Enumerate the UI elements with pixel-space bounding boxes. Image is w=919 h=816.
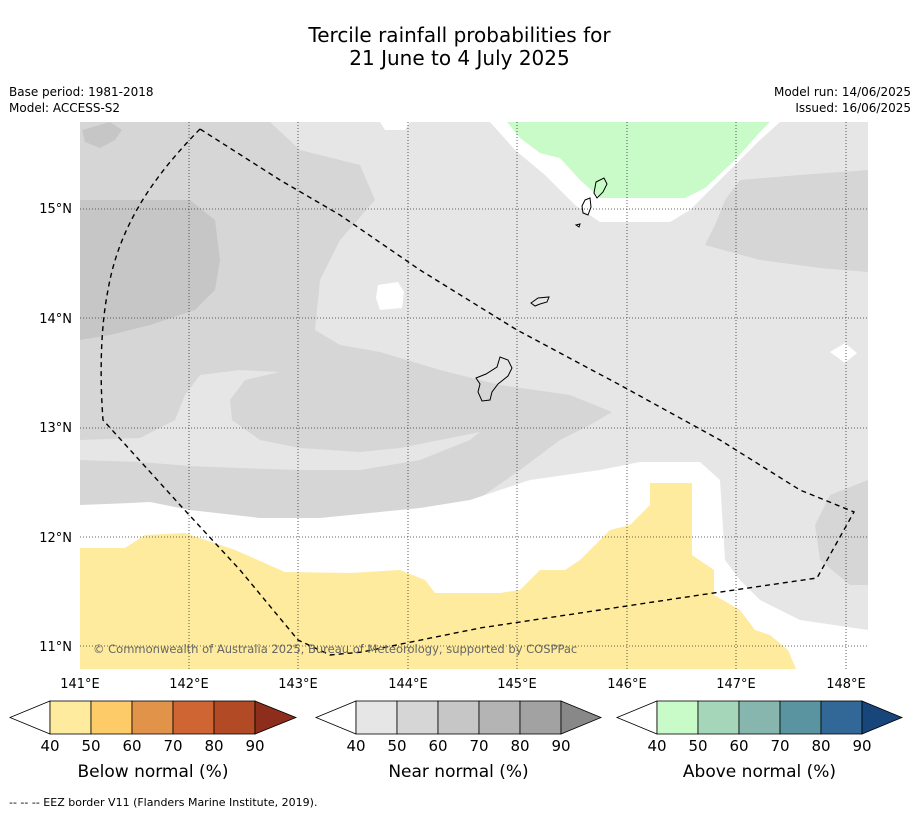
lat-label-14: 14°N [39,312,72,327]
near-legend-tick-label: 60 [428,737,447,755]
legend-below-normal: 40 50 60 70 80 90 Below normal (%) [8,700,298,782]
island-guam [475,356,513,402]
lon-label-144: 144°E [388,677,428,692]
no-dominant-spot-1 [376,282,404,310]
below-legend-tick-label: 60 [122,737,141,755]
above-legend-tick-label: 50 [688,737,707,755]
map-figure: © Commonwealth of Australia 2025, Bureau… [39,122,868,692]
below-legend-tick-label: 50 [81,737,100,755]
near-legend-tick-label: 90 [551,737,570,755]
latitude-labels: 15°N 14°N 13°N 12°N 11°N [39,202,72,655]
map-title-line1: Tercile rainfall probabilities for [308,23,611,47]
near-legend-swatch [355,700,398,735]
above-legend-over-triangle [861,700,904,735]
above-legend-swatch [738,700,781,735]
lat-label-11: 11°N [39,640,72,655]
lat-label-13: 13°N [39,421,72,436]
above-normal-40-north [507,122,770,198]
lon-label-148: 148°E [826,677,866,692]
below-normal-40-south [80,483,796,669]
below-legend-tick-label: 40 [40,737,59,755]
island-aguijan [574,223,581,228]
above-legend-tick-label: 70 [770,737,789,755]
below-legend-tick-label: 90 [245,737,264,755]
below-legend-swatch [172,700,215,735]
below-legend-over-triangle [254,700,298,735]
near-normal-40-patch [80,370,480,470]
base-period-text: Base period: 1981-2018 [9,85,154,99]
near-normal-60-patch [80,200,220,340]
lat-label-15: 15°N [39,202,72,217]
below-legend-swatch [213,700,256,735]
below-legend-under-triangle [8,700,51,735]
above-legend-swatch [697,700,740,735]
near-legend-over-triangle [560,700,603,735]
no-dominant-spot-2 [830,343,857,363]
above-legend-tick-label: 90 [852,737,871,755]
island-tinian [581,197,592,216]
below-legend-swatch [131,700,174,735]
lon-label-147: 147°E [716,677,756,692]
near-legend-swatch [437,700,480,735]
eez-footnote: -- -- -- EEZ border V11 (Flanders Marine… [9,796,318,809]
eez-border [100,128,855,656]
near-normal-50-east [705,170,868,272]
below-legend-tick-label: 70 [163,737,182,755]
island-rota [530,296,550,307]
near-legend-tick-label: 50 [387,737,406,755]
lon-label-145: 145°E [497,677,537,692]
probability-field: © Commonwealth of Australia 2025, Bureau… [80,122,868,669]
graticule [80,122,868,669]
near-legend-tick-label: 70 [469,737,488,755]
below-legend-swatch [49,700,92,735]
above-legend-tick-label: 60 [729,737,748,755]
longitude-labels: 141°E 142°E 143°E 144°E 145°E 146°E 147°… [60,677,866,692]
near-legend-under-triangle [314,700,357,735]
below-legend-title: Below normal (%) [78,762,229,782]
issued-text: Issued: 16/06/2025 [795,101,911,115]
above-legend-tick-label: 40 [647,737,666,755]
below-legend-swatch [90,700,133,735]
lat-label-12: 12°N [39,531,72,546]
lon-label-146: 146°E [607,677,647,692]
model-text: Model: ACCESS-S2 [9,101,121,115]
near-legend-swatch [519,700,562,735]
no-dominant-north-small [380,122,410,130]
lon-label-141: 141°E [60,677,100,692]
model-run-text: Model run: 14/06/2025 [773,85,911,99]
near-legend-tick-label: 40 [346,737,365,755]
above-legend-tick-label: 80 [811,737,830,755]
below-legend-tick-label: 80 [204,737,223,755]
above-legend-title: Above normal (%) [683,762,836,782]
lon-label-142: 142°E [169,677,209,692]
island-saipan [593,177,608,199]
legend-above-normal: 40 50 60 70 80 90 Above normal (%) [615,700,904,782]
near-legend-title: Near normal (%) [388,762,528,782]
above-legend-under-triangle [615,700,658,735]
map-title-line2: 21 June to 4 July 2025 [349,46,570,70]
legend-near-normal: 40 50 60 70 80 90 Near normal (%) [314,700,603,782]
above-legend-swatch [779,700,822,735]
copyright-text: © Commonwealth of Australia 2025, Bureau… [93,642,577,656]
near-normal-60-corner [82,122,122,148]
near-legend-swatch [396,700,439,735]
near-legend-tick-label: 80 [510,737,529,755]
legend-panel: 40 50 60 70 80 90 Below normal (%) 40 50 60 70 80 9… [8,700,904,782]
near-legend-swatch [478,700,521,735]
above-legend-swatch [656,700,699,735]
lon-label-143: 143°E [278,677,318,692]
above-legend-swatch [820,700,863,735]
